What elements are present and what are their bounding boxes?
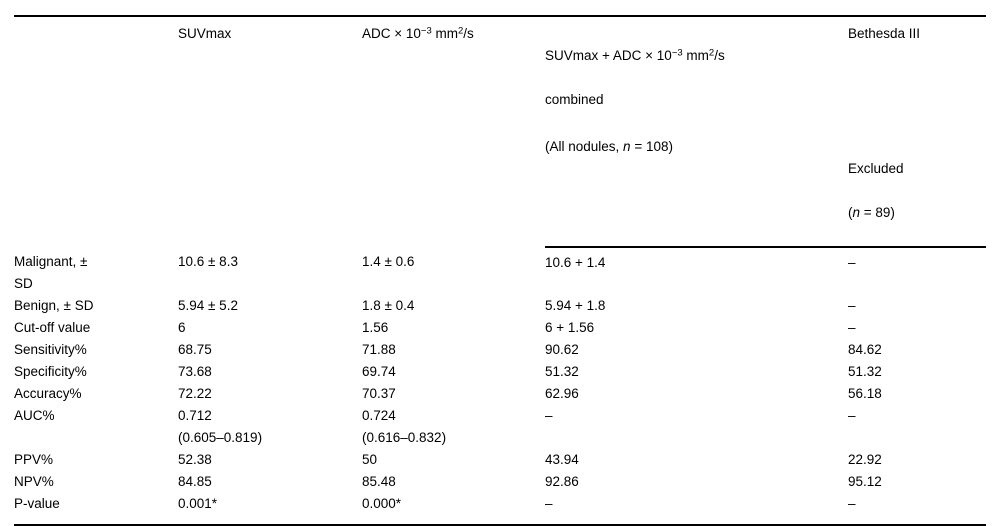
cell-bethesda: – <box>848 496 856 511</box>
table-row-ppv: PPV% 52.38 50 43.94 22.92 <box>14 449 986 471</box>
subheader-empty-cell <box>14 133 178 247</box>
paren-open: ( <box>848 205 853 220</box>
cell-combined: 43.94 <box>545 452 579 467</box>
cell-suvmax: 68.75 <box>178 342 212 357</box>
cell-adc: 1.56 <box>362 320 389 335</box>
table-row-benign: Benign, ± SD 5.94 ± 5.2 1.8 ± 0.4 5.94 +… <box>14 295 986 317</box>
n-count: = 89) <box>860 205 895 220</box>
adc-unit-text: ADC × 10 <box>362 26 421 41</box>
col-header-adc: ADC × 10−3 mm2/s <box>362 16 545 133</box>
combined-squared: 2 <box>708 47 715 59</box>
results-table-container: SUVmax ADC × 10−3 mm2/s SUVmax + ADC × 1… <box>14 15 986 526</box>
table-row-specificity: Specificity% 73.68 69.74 51.32 51.32 <box>14 361 986 383</box>
cell-bethesda: – <box>848 255 856 270</box>
cell-adc: 1.4 ± 0.6 <box>362 254 415 269</box>
all-nodules-text: (All nodules, <box>545 139 624 154</box>
n-count: = 108) <box>630 139 673 154</box>
table-row-sensitivity: Sensitivity% 68.75 71.88 90.62 84.62 <box>14 339 986 361</box>
cell-adc: 69.74 <box>362 364 396 379</box>
cell-adc: 1.8 ± 0.4 <box>362 298 415 313</box>
cell-suvmax: 0.712 (0.605–0.819) <box>178 408 263 445</box>
cell-suvmax: 10.6 ± 8.3 <box>178 254 238 269</box>
cell-bethesda: – <box>848 320 856 335</box>
cell-combined: 62.96 <box>545 386 579 401</box>
table-row-npv: NPV% 84.85 85.48 92.86 95.12 <box>14 471 986 493</box>
cell-suvmax: 73.68 <box>178 364 212 379</box>
adc-exponent: −3 <box>420 25 432 37</box>
n-variable: n <box>852 205 861 220</box>
table-row-pvalue: P-value 0.001* 0.000* – – <box>14 493 986 525</box>
cell-combined: 51.32 <box>545 364 579 379</box>
row-label: Malignant, ± SD <box>14 254 88 291</box>
cell-suvmax: 0.001* <box>178 496 218 511</box>
row-label: NPV% <box>14 474 54 489</box>
cell-combined: 10.6 + 1.4 <box>545 255 606 270</box>
cell-suvmax: 72.22 <box>178 386 212 401</box>
combined-title-line2: combined <box>545 92 604 107</box>
combined-unit-mid: mm <box>682 48 709 63</box>
cell-adc: 71.88 <box>362 342 396 357</box>
row-label: Sensitivity% <box>14 342 87 357</box>
cell-suvmax: 6 <box>178 320 186 335</box>
combined-title-line1: SUVmax + ADC × 10−3 mm2/s <box>545 45 848 67</box>
cell-adc: 85.48 <box>362 474 396 489</box>
row-label: AUC% <box>14 408 55 423</box>
col-header-suvmax: SUVmax <box>178 26 232 41</box>
cell-bethesda: 84.62 <box>848 342 882 357</box>
table-row-cutoff: Cut-off value 6 1.56 6 + 1.56 – <box>14 317 986 339</box>
combined-unit-text: SUVmax + ADC × 10 <box>545 48 672 63</box>
table-row-malignant: Malignant, ± SD 10.6 ± 8.3 1.4 ± 0.6 10.… <box>14 247 986 295</box>
excluded-label: Excluded <box>848 161 904 176</box>
combined-exponent: −3 <box>671 47 683 59</box>
cell-combined: – <box>545 408 553 423</box>
subheader-empty-cell <box>362 133 545 247</box>
results-table: SUVmax ADC × 10−3 mm2/s SUVmax + ADC × 1… <box>14 15 986 526</box>
subheader-all-nodules: (All nodules, n = 108) <box>545 133 848 248</box>
cell-adc: 0.000* <box>362 496 402 511</box>
cell-suvmax: 84.85 <box>178 474 212 489</box>
subheader-excluded: Excluded (n = 89) <box>848 133 986 248</box>
col-header-combined: SUVmax + ADC × 10−3 mm2/s combined <box>545 16 848 133</box>
adc-unit-mid: mm <box>431 26 459 41</box>
table-row-accuracy: Accuracy% 72.22 70.37 62.96 56.18 <box>14 383 986 405</box>
cell-bethesda: 51.32 <box>848 364 882 379</box>
row-label: PPV% <box>14 452 54 467</box>
cell-adc: 70.37 <box>362 386 396 401</box>
cell-combined: 6 + 1.56 <box>545 320 595 335</box>
row-label: P-value <box>14 496 60 511</box>
row-label: Accuracy% <box>14 386 82 401</box>
row-label: Cut-off value <box>14 320 91 335</box>
cell-bethesda: 56.18 <box>848 386 882 401</box>
cell-bethesda: 95.12 <box>848 474 882 489</box>
header-row: SUVmax ADC × 10−3 mm2/s SUVmax + ADC × 1… <box>14 16 986 133</box>
cell-bethesda: 22.92 <box>848 452 882 467</box>
cell-combined: 90.62 <box>545 342 579 357</box>
subheader-empty-cell <box>178 133 362 247</box>
combined-unit-post: /s <box>714 48 725 63</box>
row-label: Specificity% <box>14 364 87 379</box>
adc-squared: 2 <box>458 25 464 37</box>
n-variable: n <box>623 139 631 154</box>
adc-unit-post: /s <box>463 26 474 41</box>
cell-combined: 92.86 <box>545 474 579 489</box>
cell-combined: – <box>545 496 553 511</box>
excluded-count-line: (n = 89) <box>848 202 986 224</box>
header-empty-cell <box>14 16 178 133</box>
cell-adc: 50 <box>362 452 378 467</box>
cell-suvmax: 52.38 <box>178 452 212 467</box>
subheader-row: (All nodules, n = 108) Excluded (n = 89) <box>14 133 986 248</box>
cell-bethesda: – <box>848 298 856 313</box>
cell-bethesda: – <box>848 408 856 423</box>
table-row-auc: AUC% 0.712 (0.605–0.819) 0.724 (0.616–0.… <box>14 405 986 449</box>
cell-combined: 5.94 + 1.8 <box>545 298 606 313</box>
cell-suvmax: 5.94 ± 5.2 <box>178 298 238 313</box>
cell-adc: 0.724 (0.616–0.832) <box>362 408 447 445</box>
col-header-bethesda: Bethesda III <box>848 26 921 41</box>
row-label: Benign, ± SD <box>14 298 94 313</box>
